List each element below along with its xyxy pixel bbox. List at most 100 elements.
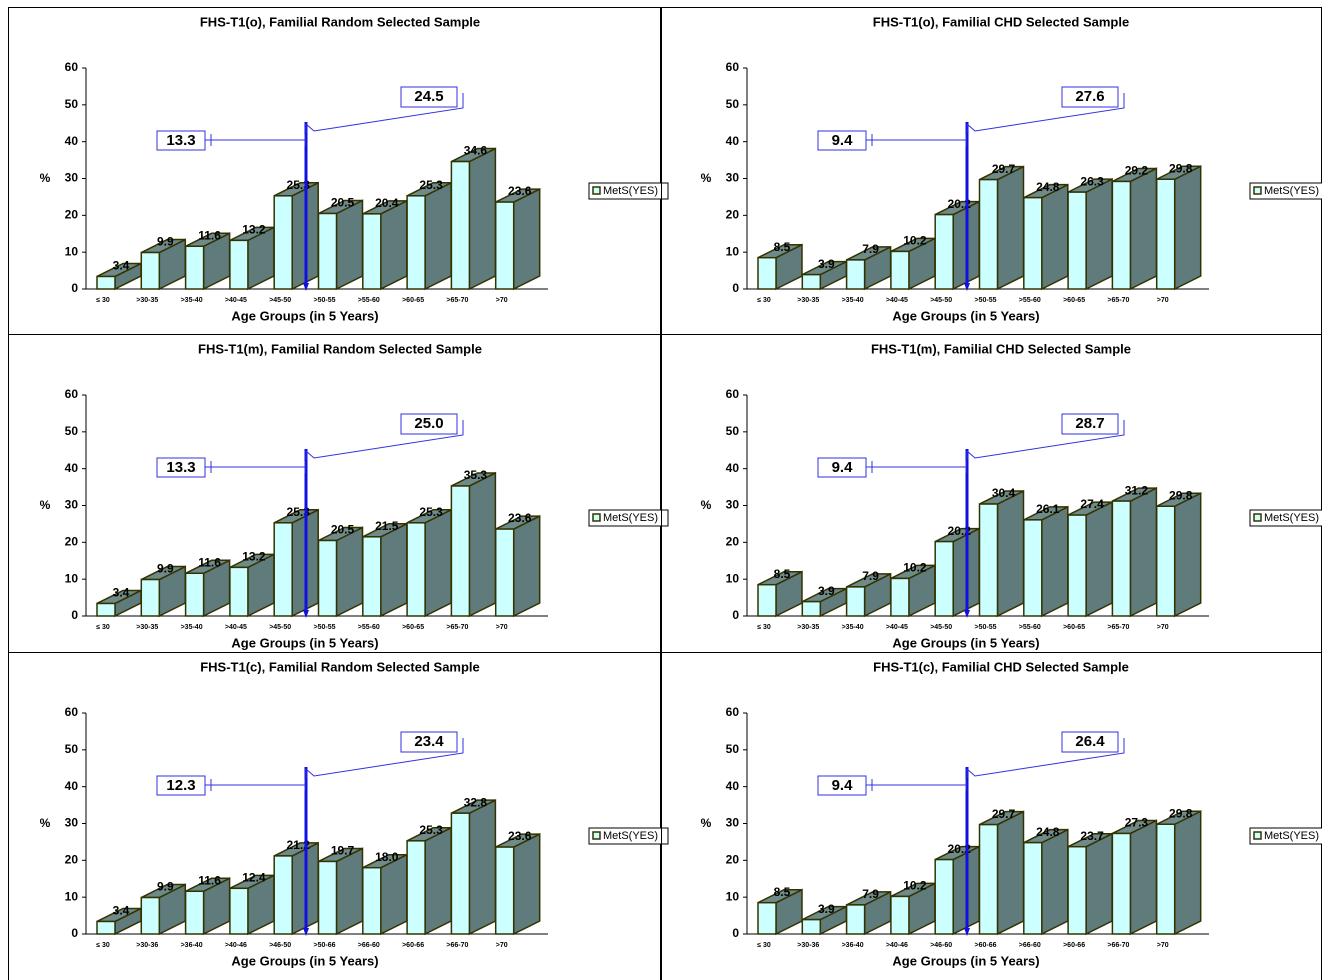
bar — [757, 256, 777, 290]
annotation: 24.5 — [414, 88, 443, 105]
value-label: 35.3 — [464, 468, 488, 482]
bar — [96, 275, 116, 290]
x-tick-label: >46-50 — [269, 942, 291, 949]
legend-box — [588, 827, 669, 845]
x-tick-label: >30-35 — [797, 297, 819, 304]
bar-side — [1129, 819, 1158, 936]
annotation-box — [1061, 413, 1119, 435]
chart-title: FHS-T1(o), Familial Random Selected Samp… — [200, 14, 480, 29]
value-label: 29.8 — [1169, 488, 1193, 502]
x-tick-label: >40-45 — [886, 297, 908, 304]
y-tick-label: 30 — [65, 171, 79, 185]
y-tick-label: 10 — [65, 889, 79, 903]
bar-side — [996, 165, 1025, 291]
value-label: 9.9 — [157, 562, 174, 576]
bar — [184, 245, 205, 290]
bar — [1155, 823, 1176, 935]
bar — [406, 840, 426, 935]
chart-title: FHS-T1(c), Familial Random Selected Samp… — [200, 659, 480, 674]
annotation-leader — [866, 134, 967, 146]
legend-box — [588, 509, 669, 527]
value-label: 27.3 — [1125, 816, 1149, 830]
bar — [1067, 514, 1087, 617]
legend-swatch — [1253, 186, 1262, 195]
legend-label: MetS(YES) — [1264, 185, 1319, 197]
bar — [757, 583, 777, 617]
legend-label: MetS(YES) — [1264, 512, 1319, 524]
annotation-box — [1061, 86, 1119, 108]
chart: FHS-T1(o), Familial Random Selected Samp… — [40, 14, 669, 323]
x-tick-label: >40-45 — [886, 624, 908, 631]
value-label: 25.3 — [419, 178, 443, 192]
y-tick-label: 0 — [71, 926, 78, 940]
bar-side — [424, 508, 452, 618]
y-tick-label: 0 — [732, 281, 739, 295]
annotation: 12.3 — [166, 777, 195, 794]
x-tick-label: >35-40 — [842, 297, 864, 304]
y-tick-label: 50 — [65, 424, 79, 438]
x-axis-label: Age Groups (in 5 Years) — [892, 953, 1039, 968]
x-tick-label: >70 — [496, 942, 508, 949]
bar-side — [1173, 810, 1202, 936]
y-tick-label: 0 — [71, 281, 78, 295]
x-tick-label: >30-35 — [797, 624, 819, 631]
annotation-leader — [205, 461, 306, 473]
bar — [406, 522, 426, 617]
x-axis-label: Age Groups (in 5 Years) — [231, 635, 378, 650]
annotation-leader — [305, 420, 464, 460]
x-tick-label: >30-35 — [136, 297, 158, 304]
bar — [273, 855, 293, 935]
annotation-leader — [966, 738, 1125, 778]
value-label: 24.8 — [1036, 180, 1060, 194]
legend-box — [1249, 827, 1322, 845]
bar-side — [512, 514, 541, 618]
y-axis-label: % — [701, 498, 712, 512]
value-label: 7.9 — [862, 569, 879, 583]
bar — [1111, 180, 1132, 290]
y-tick-label: 20 — [65, 853, 79, 867]
x-tick-label: >45-50 — [269, 624, 291, 631]
value-label: 25.3 — [419, 823, 443, 837]
bar — [229, 887, 249, 935]
x-tick-label: >40-46 — [225, 942, 247, 949]
value-label: 21.2 — [287, 838, 311, 852]
bar — [801, 918, 822, 935]
x-tick-label: >65-70 — [446, 624, 468, 631]
y-tick-label: 10 — [726, 889, 740, 903]
y-tick-label: 60 — [65, 60, 79, 74]
value-label: 29.8 — [1169, 161, 1193, 175]
bar — [1155, 178, 1176, 290]
value-label: 29.2 — [1125, 164, 1149, 178]
x-tick-label: ≤ 30 — [757, 942, 771, 949]
bar — [757, 901, 777, 935]
y-tick-label: 10 — [65, 244, 79, 258]
value-label: 23.6 — [508, 511, 532, 525]
divider-arrow — [964, 283, 970, 291]
legend-box — [1249, 509, 1322, 527]
x-tick-label: >70 — [496, 624, 508, 631]
x-tick-label: >70 — [1157, 942, 1169, 949]
value-label: 20.5 — [331, 196, 355, 210]
value-label: 23.6 — [508, 829, 532, 843]
bar-side — [1041, 183, 1069, 291]
legend-swatch — [1253, 513, 1262, 522]
bar — [934, 540, 954, 617]
annotation-leader — [966, 420, 1125, 460]
x-axis-label: Age Groups (in 5 Years) — [892, 635, 1039, 650]
bar — [1067, 845, 1087, 935]
x-tick-label: >35-40 — [181, 624, 203, 631]
value-label: 27.4 — [1080, 497, 1104, 511]
annotation: 9.4 — [832, 459, 854, 476]
bar — [317, 860, 338, 935]
y-tick-label: 30 — [65, 498, 79, 512]
value-label: 20.5 — [331, 523, 355, 537]
annotation-leader — [205, 134, 306, 146]
bar — [229, 566, 249, 617]
x-tick-label: >30-36 — [136, 942, 158, 949]
bar — [184, 572, 205, 617]
bar — [1111, 500, 1132, 617]
x-tick-label: >35-40 — [842, 624, 864, 631]
bar — [450, 160, 471, 290]
legend-box — [588, 182, 669, 200]
value-label: 32.8 — [464, 795, 488, 809]
